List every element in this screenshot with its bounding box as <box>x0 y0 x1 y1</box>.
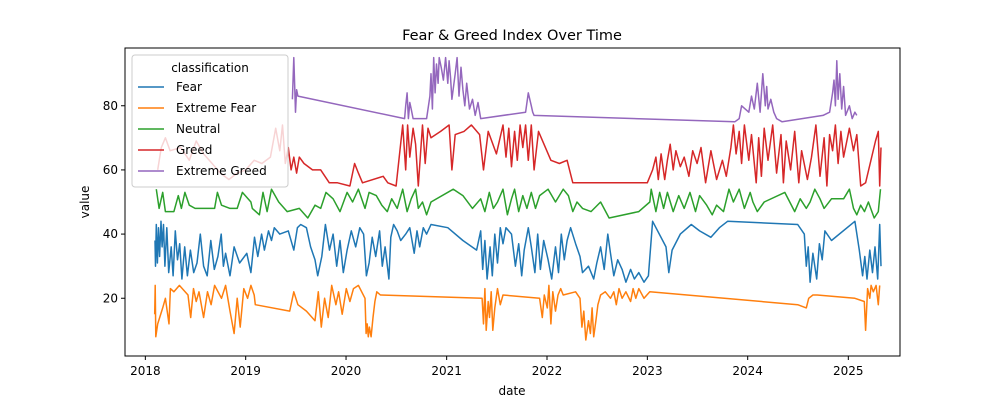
series-line-extreme-greed <box>291 56 858 123</box>
legend-items: Fear Extreme Fear Neutral Greed Extreme Gree… <box>138 80 267 178</box>
legend-label-extreme-greed: Extreme Greed <box>176 164 267 178</box>
x-tick-label: 2018 <box>130 364 161 378</box>
x-tick-label: 2022 <box>532 364 563 378</box>
x-tick-label: 2020 <box>331 364 362 378</box>
legend-label-greed: Greed <box>176 143 212 157</box>
y-tick-label: 60 <box>103 163 118 177</box>
x-tick-label: 2025 <box>833 364 864 378</box>
x-tick-label: 2021 <box>431 364 462 378</box>
legend-label-fear: Fear <box>176 80 202 94</box>
legend-title: classification <box>171 61 249 75</box>
y-tick-label: 80 <box>103 99 118 113</box>
x-tick-label: 2024 <box>732 364 763 378</box>
plot-lines <box>153 56 882 341</box>
y-axis-label: value <box>78 186 92 219</box>
y-axis: 20 40 60 80 <box>103 99 125 305</box>
series-line-neutral <box>155 188 882 219</box>
legend: classification Fear Extreme Fear Neutral Gr… <box>131 54 289 188</box>
legend-label-extreme-fear: Extreme Fear <box>176 101 256 115</box>
x-axis-label: date <box>498 384 525 398</box>
legend-box <box>131 54 289 188</box>
x-tick-label: 2023 <box>632 364 663 378</box>
x-tick-label: 2019 <box>230 364 261 378</box>
legend-label-neutral: Neutral <box>176 122 220 136</box>
series-line-fear <box>154 220 882 283</box>
plot-frame <box>124 47 901 357</box>
x-axis: 2018 2019 2020 2021 2022 2023 2024 2025 <box>130 356 864 378</box>
chart-title: Fear & Greed Index Over Time <box>402 28 622 44</box>
series-line-greed <box>156 124 882 187</box>
y-tick-label: 40 <box>103 227 118 241</box>
series-line-extreme-fear <box>153 284 881 341</box>
y-tick-label: 20 <box>103 291 118 305</box>
